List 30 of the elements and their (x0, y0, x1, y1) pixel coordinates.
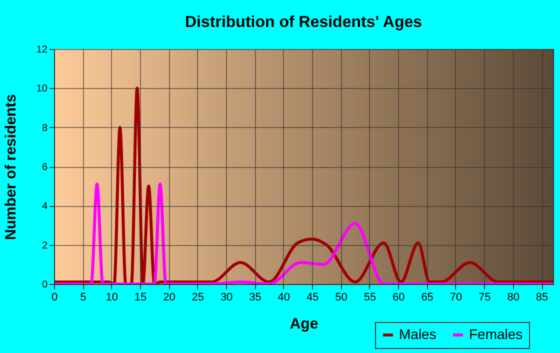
x-tick-label: 70 (450, 292, 462, 304)
y-tick-label: 2 (42, 240, 48, 252)
x-tick-label: 10 (106, 292, 118, 304)
x-tick-label: 75 (478, 292, 491, 304)
y-tick-label: 8 (42, 122, 48, 134)
x-tick-label: 80 (507, 292, 520, 304)
legend-label: Males (399, 326, 436, 342)
x-tick-label: 40 (278, 292, 290, 304)
y-tick-label: 0 (42, 280, 48, 290)
x-tick-label: 20 (163, 292, 176, 304)
x-tick-label: 85 (536, 292, 548, 304)
y-tick-label: 4 (42, 201, 48, 212)
x-tick-label: 60 (392, 292, 405, 304)
x-tick-label: 5 (80, 292, 86, 304)
y-tick-label: 12 (36, 44, 48, 56)
legend-label: Females (469, 326, 523, 342)
x-tick-label: 35 (249, 292, 262, 304)
x-axis-title: Age (290, 316, 318, 332)
x-tick-label: 25 (192, 292, 204, 304)
y-tick-label: 6 (42, 162, 48, 173)
x-tick-label: 45 (306, 292, 319, 304)
x-tick-label: 65 (421, 292, 434, 304)
chart-title: Distribution of Residents' Ages (184, 14, 422, 31)
y-axis-title: Number of residents (2, 94, 20, 240)
x-tick-label: 0 (51, 292, 58, 304)
x-tick-label: 50 (335, 292, 348, 304)
x-tick-label: 30 (220, 292, 233, 304)
y-tick-label: 10 (36, 84, 48, 95)
x-tick-label: 55 (364, 292, 376, 304)
x-tick-label: 15 (134, 292, 147, 304)
